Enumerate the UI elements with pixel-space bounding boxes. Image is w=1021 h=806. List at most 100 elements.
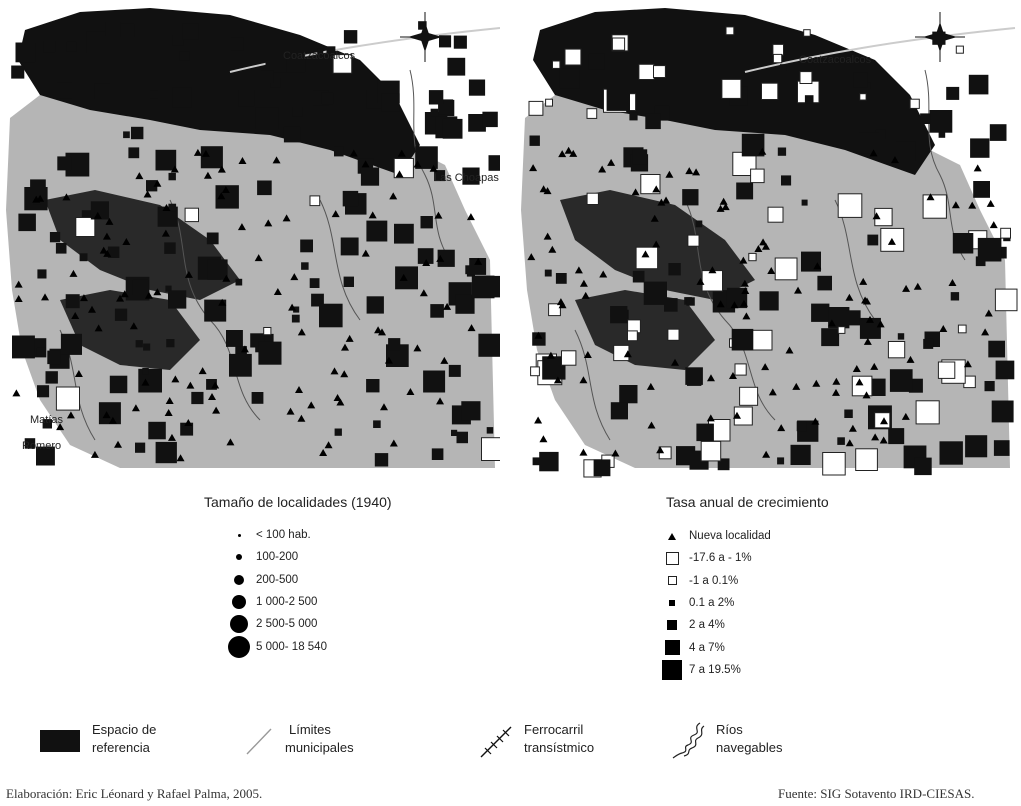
locality-triangle	[623, 350, 632, 358]
locality-square	[895, 141, 916, 161]
locality-square	[777, 147, 787, 156]
locality-triangle	[116, 294, 125, 302]
locality-triangle	[553, 376, 562, 384]
locality-square	[867, 234, 879, 246]
locality-square	[270, 78, 281, 88]
locality-square	[545, 98, 554, 107]
locality-triangle	[74, 370, 83, 378]
locality-triangle	[719, 197, 728, 205]
locality-square	[796, 421, 807, 432]
locality-triangle	[135, 172, 144, 180]
locality-square	[588, 53, 605, 70]
locality-square	[128, 147, 140, 159]
locality-triangle	[768, 388, 777, 396]
locality-square	[265, 51, 287, 73]
locality-square	[229, 353, 252, 377]
locality-square	[772, 43, 784, 56]
locality-triangle	[767, 267, 776, 275]
locality-triangle	[939, 325, 948, 333]
locality-square	[200, 146, 223, 169]
locality-square	[790, 444, 811, 465]
locality-square	[285, 53, 306, 73]
legend-right-item: 2 a 4%	[661, 614, 771, 636]
locality-triangle	[429, 164, 438, 172]
locality-triangle	[879, 417, 888, 425]
locality-triangle	[211, 381, 220, 389]
locality-square	[86, 31, 109, 54]
locality-square	[731, 328, 754, 351]
locality-square	[938, 131, 946, 138]
locality-triangle	[413, 160, 422, 168]
locality-square	[343, 276, 354, 287]
locality-square	[875, 129, 886, 140]
locality-triangle	[742, 312, 751, 320]
locality-square	[482, 111, 498, 128]
locality-square	[627, 330, 638, 342]
legend-right-label: 7 a 19.5%	[689, 663, 741, 676]
locality-triangle	[198, 367, 207, 375]
locality-square	[844, 409, 853, 418]
locality-triangle	[395, 170, 404, 178]
locality-triangle	[598, 165, 607, 173]
locality-square	[988, 340, 1005, 358]
locality-square	[179, 51, 190, 61]
locality-triangle	[926, 193, 935, 201]
locality-square	[488, 155, 500, 171]
locality-triangle	[122, 238, 131, 246]
locality-square	[15, 42, 36, 63]
locality-triangle	[671, 358, 680, 366]
locality-triangle	[141, 378, 150, 386]
locality-square	[593, 459, 611, 477]
locality-square	[60, 333, 82, 355]
locality-square	[66, 41, 77, 52]
locality-square	[207, 259, 228, 280]
locality-triangle	[297, 328, 306, 336]
locality-square	[586, 192, 599, 205]
locality-triangle	[161, 229, 170, 237]
locality-square	[448, 364, 461, 377]
legend-limites-line: municipales	[285, 740, 354, 755]
credit-fuente: Fuente: SIG Sotavento IRD-CIESAS.	[778, 786, 975, 801]
map-right-canvas	[521, 8, 1018, 478]
locality-square	[415, 146, 438, 169]
locality-square	[781, 175, 792, 186]
locality-square	[132, 279, 149, 295]
legend-left-item: < 100 hab.	[228, 524, 327, 546]
legend-ferrocarril-label: Ferrocarril transístmico	[524, 721, 594, 757]
legend-left-label: < 100 hab.	[256, 529, 311, 542]
locality-square	[929, 110, 953, 133]
locality-triangle	[546, 351, 555, 359]
locality-triangle	[340, 343, 349, 351]
locality-square	[529, 135, 540, 146]
locality-square	[897, 333, 905, 340]
locality-triangle	[827, 319, 836, 327]
legend-espacio-line: Espacio de	[92, 722, 157, 737]
locality-triangle	[36, 194, 45, 202]
locality-square	[79, 253, 88, 262]
locality-square	[321, 92, 334, 105]
locality-triangle	[761, 242, 770, 250]
legend-rios-line: Ríos	[716, 722, 743, 737]
locality-square	[430, 108, 439, 117]
locality-square	[874, 412, 891, 429]
locality-triangle	[143, 190, 152, 198]
locality-triangle	[114, 440, 123, 448]
locality-triangle	[543, 232, 552, 240]
locality-square	[462, 167, 480, 185]
locality-square	[437, 249, 455, 267]
locality-triangle	[646, 382, 655, 390]
rios-icon	[672, 722, 705, 759]
legend-left-title: Tamaño de localidades (1940)	[204, 494, 392, 510]
locality-square	[586, 108, 598, 119]
legend-right-label: -1 a 0.1%	[689, 574, 739, 587]
locality-triangle	[948, 279, 957, 287]
locality-triangle	[170, 165, 179, 173]
locality-square	[481, 437, 500, 462]
locality-triangle	[324, 441, 333, 449]
locality-square	[837, 326, 846, 334]
locality-square	[801, 199, 808, 206]
locality-triangle	[131, 404, 140, 412]
locality-square	[946, 86, 960, 100]
locality-triangle	[871, 433, 880, 441]
locality-square	[142, 367, 149, 375]
